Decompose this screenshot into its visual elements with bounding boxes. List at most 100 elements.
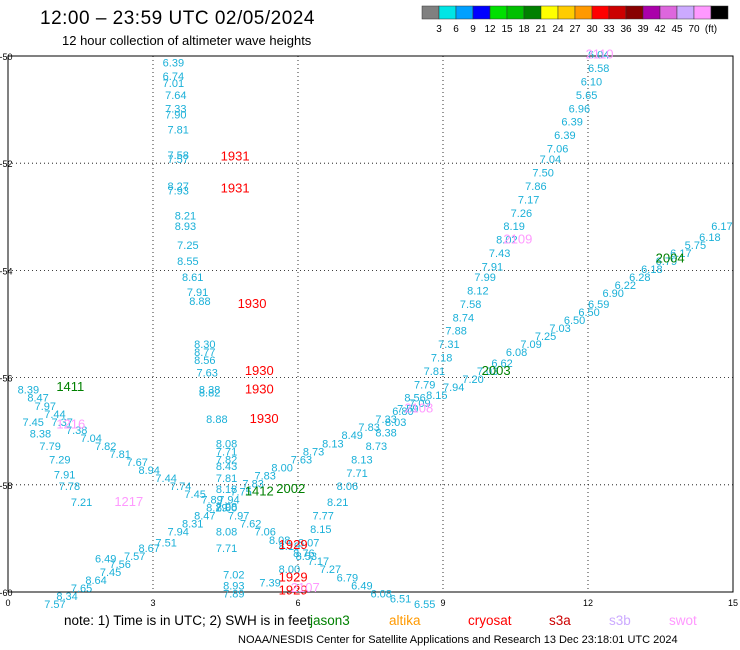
color-scale-legend: 3 6 9 12 15 18 21 24 27 30 33 36 39 42 45 70 (ft) (421, 5, 729, 35)
wave-height-point: 8.49 (342, 430, 363, 442)
wave-height-point: 7.57 (44, 599, 65, 611)
wave-height-point: 8.38 (375, 428, 396, 440)
wave-height-point: 7.03 (549, 323, 570, 335)
pass-time-label: 2109 (503, 232, 532, 247)
wave-height-point: 7.79 (39, 441, 60, 453)
wave-height-point: 7.81 (424, 366, 445, 378)
wave-height-point: 6.62 (491, 358, 512, 370)
wave-height-point: 8.55 (177, 256, 198, 268)
color-scale-label: 33 (603, 24, 615, 35)
wave-height-point: 7.25 (535, 331, 556, 343)
wave-height-point: 7.82 (95, 441, 116, 453)
y-tick-label: -56 (0, 374, 13, 384)
satellite-legend-item: s3a (549, 613, 571, 628)
wave-height-point: 8.27 (168, 181, 189, 193)
wave-height-point: 6.39 (561, 117, 582, 129)
color-scale-label: 15 (501, 24, 513, 35)
wave-height-point: 8.73 (303, 446, 324, 458)
wave-height-point: 8.30 (194, 339, 215, 351)
wave-height-point: 8.88 (189, 296, 210, 308)
plot-frame (7, 55, 734, 593)
wave-height-point: 7.97 (228, 511, 249, 523)
wave-height-point: 6.51 (390, 594, 411, 606)
pass-time-label: 1931 (221, 149, 250, 164)
wave-height-point: 7.21 (71, 497, 92, 509)
wave-height-point: 8.03 (385, 417, 406, 429)
wave-height-point: 7.86 (525, 181, 546, 193)
wave-height-point: 7.77 (313, 511, 334, 523)
wave-height-point: 7.74 (170, 481, 191, 493)
plot-area: 0 3 6 9 12 15-50-52-54-56-58-606.396.747.017.… (0, 47, 738, 611)
pass-time-label: 1929 (279, 569, 308, 584)
wave-height-point: 8.19 (279, 541, 300, 553)
color-scale-label: 3 (436, 24, 442, 35)
wave-height-point: 8.13 (322, 438, 343, 450)
y-tick-label: -60 (0, 588, 13, 598)
wave-height-point: 8.93 (175, 221, 196, 233)
wave-height-point: 7.58 (460, 299, 481, 311)
color-scale-label: 27 (569, 24, 581, 35)
wave-height-point: 6.90 (603, 288, 624, 300)
wave-height-point: 8.00 (216, 503, 237, 515)
wave-height-point: 6.04 (588, 50, 609, 62)
color-scale-label: 30 (586, 24, 598, 35)
x-tick-label: 3 (150, 598, 155, 608)
wave-height-point: 8.47 (27, 393, 48, 405)
wave-height-point: 6.08 (506, 347, 527, 359)
wave-height-point: 7.25 (177, 240, 198, 252)
wave-height-point: 8.18 (216, 484, 237, 496)
color-scale-label: 45 (671, 24, 683, 35)
wave-height-point: 8.47 (194, 511, 215, 523)
wave-height-point: 8.08 (216, 438, 237, 450)
wave-height-point: 7.26 (511, 208, 532, 220)
y-tick-label: -50 (0, 52, 13, 62)
pass-time-label: 2108 (404, 400, 433, 415)
wave-height-point: 6.39 (163, 58, 184, 70)
wave-height-point: 6.59 (588, 299, 609, 311)
wave-height-point: 7.83 (242, 478, 263, 490)
wave-height-point: 7.17 (308, 556, 329, 568)
wave-height-point: 8.19 (503, 221, 524, 233)
satellite-legend: jason3 altika cryosat s3a s3b swot (0, 613, 740, 629)
color-scale-label: 12 (484, 24, 496, 35)
wave-height-point: 8.77 (194, 347, 215, 359)
wave-height-point: 7.50 (532, 168, 553, 180)
wave-height-point: 8.08 (269, 535, 290, 547)
wave-height-point: 7.44 (155, 473, 176, 485)
wave-height-point: 8.07 (298, 537, 319, 549)
color-scale-label: 39 (637, 24, 649, 35)
pass-time-label: 1930 (238, 296, 267, 311)
wave-height-point: 8.31 (182, 519, 203, 531)
color-scale-label: 70 (688, 24, 700, 35)
wave-height-point: 6.18 (699, 232, 720, 244)
color-scale-label: 36 (620, 24, 632, 35)
wave-height-point: 7.31 (438, 339, 459, 351)
wave-height-point: 7.59 (397, 403, 418, 415)
wave-height-point: 6.79 (656, 256, 677, 268)
wave-height-point: 7.81 (168, 125, 189, 137)
wave-height-point: 8.38 (30, 429, 51, 441)
wave-height-point: 6.10 (581, 76, 602, 88)
note-text: note: 1) Time is in UTC; 2) SWH is in fe… (64, 613, 311, 628)
wave-height-point: 7.04 (81, 433, 102, 445)
wave-height-point: 8.29 (206, 503, 227, 515)
y-tick-label: -54 (0, 266, 13, 276)
wave-height-point: 8.74 (453, 312, 474, 324)
wave-height-point: 8.56 (194, 355, 215, 367)
pass-time-label: 1216 (56, 417, 85, 432)
wave-height-point: 7.78 (59, 481, 80, 493)
color-scale-label: 21 (535, 24, 547, 35)
wave-height-point: 8.15 (426, 390, 447, 402)
pass-time-label: 2107 (291, 580, 320, 595)
wave-height-point: 7.27 (320, 564, 341, 576)
pass-time-label: 1412 (245, 484, 274, 499)
color-scale-label: 24 (552, 24, 564, 35)
wave-height-point: 6.39 (554, 130, 575, 142)
x-tick-label: 9 (440, 598, 445, 608)
wave-height-point: 7.09 (409, 398, 430, 410)
wave-height-point: 6.28 (629, 272, 650, 284)
wave-height-point: 7.89 (201, 495, 222, 507)
wave-height-point: 8.06 (337, 481, 358, 493)
wave-height-point: 7.58 (168, 150, 189, 162)
